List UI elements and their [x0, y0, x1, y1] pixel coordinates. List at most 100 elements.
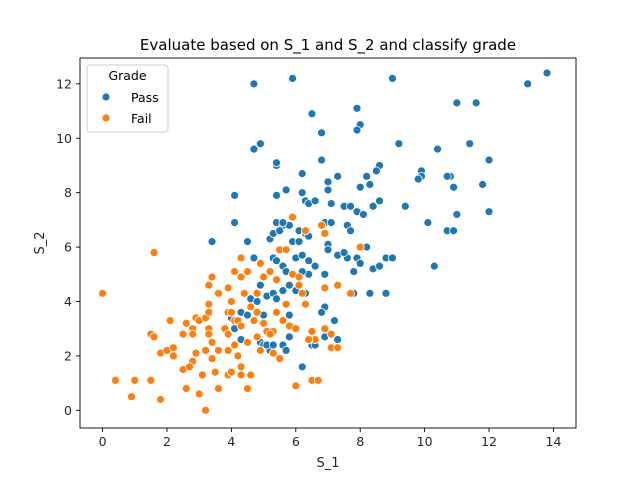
data-point-fail — [233, 351, 243, 361]
x-tick-label: 2 — [163, 434, 171, 449]
data-point-fail — [291, 324, 301, 334]
data-point-fail — [230, 267, 240, 276]
data-point-fail — [188, 329, 198, 339]
data-point-fail — [317, 220, 326, 230]
data-point-pass — [304, 256, 314, 266]
data-point-fail — [230, 340, 240, 350]
data-point-pass — [484, 155, 494, 165]
data-point-pass — [400, 201, 410, 211]
data-point-pass — [275, 226, 285, 236]
data-point-fail — [301, 226, 310, 236]
data-point-pass — [230, 218, 240, 228]
data-point-pass — [278, 286, 288, 296]
data-point-pass — [310, 261, 320, 271]
data-point-fail — [226, 367, 236, 377]
data-point-fail — [275, 354, 285, 364]
data-point-pass — [268, 340, 278, 350]
y-tick-label: 8 — [64, 185, 72, 200]
data-point-fail — [127, 392, 136, 402]
data-point-pass — [272, 294, 281, 304]
data-point-fail — [243, 384, 252, 393]
data-point-fail — [207, 337, 217, 347]
data-point-pass — [359, 210, 368, 219]
data-point-pass — [413, 174, 423, 184]
data-point-pass — [207, 237, 217, 247]
data-point-pass — [365, 288, 375, 298]
data-point-fail — [307, 327, 317, 336]
data-point-fail — [201, 346, 211, 355]
x-tick-label: 6 — [292, 434, 300, 449]
data-point-pass — [365, 180, 375, 189]
data-point-pass — [388, 74, 397, 83]
data-point-fail — [207, 354, 217, 364]
y-tick-label: 2 — [64, 348, 72, 363]
data-point-pass — [442, 171, 452, 181]
data-point-pass — [423, 218, 433, 228]
data-point-fail — [236, 272, 246, 282]
data-point-fail — [246, 302, 256, 312]
data-point-pass — [333, 335, 343, 344]
data-point-fail — [320, 324, 330, 334]
y-axis-label: S_2 — [33, 231, 48, 254]
data-point-pass — [355, 258, 365, 268]
data-point-fail — [313, 375, 323, 385]
data-point-pass — [371, 166, 381, 176]
data-point-fail — [178, 329, 188, 339]
data-point-fail — [355, 242, 365, 252]
data-point-pass — [375, 196, 384, 206]
data-point-fail — [207, 272, 217, 282]
data-point-pass — [375, 261, 384, 271]
data-point-pass — [297, 188, 307, 198]
chart-title: Evaluate based on S_1 and S_2 and classi… — [140, 36, 516, 55]
x-axis-label: S_1 — [316, 456, 339, 471]
data-point-fail — [236, 321, 246, 331]
data-point-fail — [239, 288, 249, 298]
data-point-pass — [317, 155, 326, 165]
data-point-pass — [429, 261, 439, 271]
data-point-pass — [452, 98, 462, 108]
data-point-pass — [307, 109, 317, 119]
data-point-fail — [320, 229, 330, 238]
data-point-fail — [168, 343, 178, 353]
data-point-pass — [320, 269, 330, 279]
data-point-pass — [310, 196, 320, 206]
data-point-pass — [272, 158, 281, 168]
data-point-fail — [333, 343, 343, 353]
data-point-fail — [130, 375, 140, 385]
data-point-fail — [301, 299, 310, 309]
data-point-fail — [272, 307, 281, 317]
data-point-pass — [381, 288, 391, 298]
data-point-fail — [243, 267, 252, 276]
data-point-fail — [294, 272, 304, 282]
x-tick-label: 4 — [227, 434, 235, 449]
data-point-fail — [149, 332, 159, 342]
data-point-pass — [352, 103, 362, 113]
data-point-pass — [252, 297, 262, 306]
data-point-pass — [317, 307, 326, 317]
y-tick-label: 4 — [64, 294, 72, 309]
data-point-fail — [191, 348, 201, 358]
data-point-fail — [252, 307, 262, 317]
data-point-fail — [236, 362, 246, 372]
data-point-fail — [291, 381, 301, 391]
legend-marker-fail — [101, 113, 111, 123]
data-point-pass — [452, 210, 462, 219]
data-point-pass — [284, 332, 294, 342]
data-point-pass — [255, 280, 265, 290]
data-point-pass — [330, 316, 339, 325]
data-point-fail — [268, 348, 278, 358]
data-point-fail — [265, 267, 275, 276]
data-point-pass — [362, 171, 372, 181]
data-point-pass — [523, 79, 533, 89]
data-point-pass — [333, 171, 343, 181]
x-tick-label: 0 — [99, 434, 107, 449]
data-point-pass — [355, 182, 365, 192]
data-point-pass — [326, 218, 336, 228]
data-point-fail — [98, 288, 107, 298]
data-point-pass — [542, 68, 552, 78]
data-point-fail — [156, 395, 165, 404]
data-point-fail — [194, 389, 204, 399]
data-point-pass — [484, 207, 494, 217]
legend-title: Grade — [108, 68, 146, 83]
